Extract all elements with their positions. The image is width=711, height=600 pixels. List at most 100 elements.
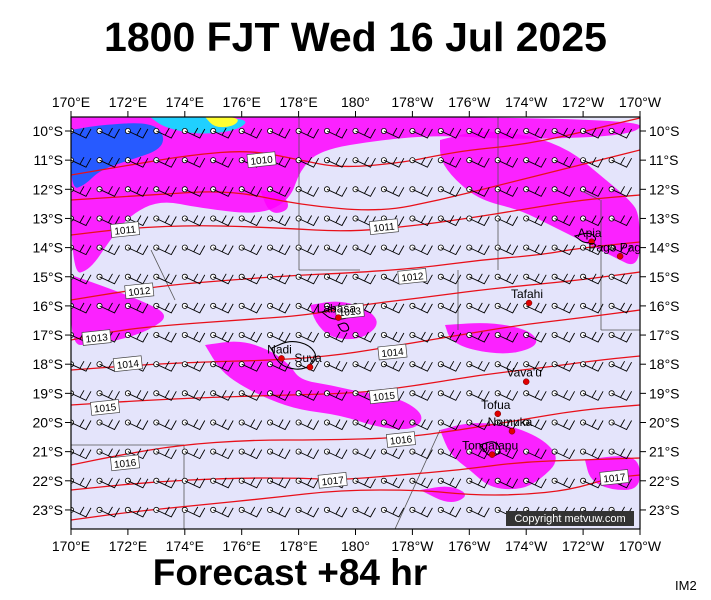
wind-barb-84 bbox=[153, 244, 177, 256]
svg-text:1016: 1016 bbox=[114, 458, 138, 471]
wind-barb-34 bbox=[437, 156, 462, 168]
wind-barb-170 bbox=[324, 360, 348, 372]
wind-barb-116 bbox=[494, 273, 519, 285]
wind-barb-32 bbox=[380, 156, 405, 168]
wind-barb-77 bbox=[523, 215, 547, 227]
wind-barb-15 bbox=[466, 127, 490, 139]
lon-label-bottom-5: 180° bbox=[341, 538, 370, 554]
svg-text:Tofua: Tofua bbox=[481, 398, 511, 412]
wind-barb-269 bbox=[295, 506, 319, 518]
svg-text:Nomuka: Nomuka bbox=[488, 415, 533, 429]
lat-label-left-2: 12°S bbox=[32, 181, 63, 197]
lon-label-top-3: 176°E bbox=[223, 94, 261, 110]
wind-barb-214 bbox=[437, 419, 462, 431]
wind-barb-29 bbox=[295, 156, 319, 168]
lon-label-top-9: 172°W bbox=[562, 94, 605, 110]
wind-barb-37 bbox=[523, 156, 547, 168]
wind-barb-40 bbox=[608, 156, 632, 168]
wind-barb-10 bbox=[324, 127, 348, 139]
lat-label-left-10: 20°S bbox=[32, 415, 63, 431]
wind-barb-14 bbox=[437, 127, 462, 139]
wind-barb-68 bbox=[267, 215, 291, 227]
wind-barb-18 bbox=[551, 127, 575, 139]
wind-barb-19 bbox=[580, 127, 604, 139]
wind-barb-155 bbox=[466, 331, 490, 343]
wind-barb-145 bbox=[181, 331, 206, 343]
wind-barb-149 bbox=[295, 331, 319, 343]
place-marker-nadi: Nadi bbox=[267, 342, 292, 362]
lat-label-right-6: 16°S bbox=[649, 298, 680, 314]
wind-barb-96 bbox=[494, 244, 519, 256]
wind-barb-123 bbox=[124, 302, 149, 314]
wind-barb-206 bbox=[210, 419, 234, 431]
wind-barb-270 bbox=[324, 506, 348, 518]
island-4 bbox=[479, 441, 501, 457]
wind-barb-125 bbox=[181, 302, 206, 314]
isobar-line-6 bbox=[71, 309, 640, 371]
wind-barb-241 bbox=[71, 477, 92, 489]
wind-barb-234 bbox=[437, 448, 462, 460]
wind-barb-194 bbox=[437, 390, 462, 401]
lat-label-right-11: 21°S bbox=[649, 444, 680, 460]
wind-barb-246 bbox=[210, 477, 234, 489]
lon-label-bottom-4: 178°E bbox=[279, 538, 317, 554]
svg-text:Nadi: Nadi bbox=[267, 342, 292, 356]
wind-barb-160 bbox=[608, 331, 632, 343]
page-title: 1800 FJT Wed 16 Jul 2025 bbox=[104, 14, 607, 60]
wind-barb-224 bbox=[153, 448, 177, 460]
wind-barb-227 bbox=[238, 448, 263, 460]
wind-barb-61 bbox=[71, 215, 92, 227]
map-plot-area: 1010 1011 1011 1012 1012 1013 1013 1014 1014 1015… bbox=[71, 117, 648, 529]
wind-barb-122 bbox=[96, 302, 120, 314]
lat-label-right-8: 18°S bbox=[649, 356, 680, 372]
wind-barb-99 bbox=[580, 244, 604, 256]
island-3 bbox=[573, 232, 597, 244]
wind-barb-158 bbox=[551, 331, 575, 343]
wind-barb-226 bbox=[210, 448, 234, 460]
wind-barb-172 bbox=[380, 360, 405, 372]
wind-barb-124 bbox=[153, 302, 177, 314]
isobar-label-11: 1015 bbox=[368, 387, 399, 405]
wind-barb-134 bbox=[437, 302, 462, 314]
wind-barb-11 bbox=[352, 127, 376, 139]
wind-barb-168 bbox=[267, 360, 291, 372]
svg-text:1017: 1017 bbox=[321, 475, 345, 488]
isobar-label-8: 1014 bbox=[112, 355, 143, 373]
wind-barb-272 bbox=[380, 506, 405, 518]
isobar-label-7: 1013 bbox=[334, 302, 365, 320]
wind-barb-156 bbox=[494, 331, 519, 343]
wind-barb-181 bbox=[71, 390, 92, 401]
wind-barb-102 bbox=[96, 273, 120, 285]
wind-barb-82 bbox=[96, 244, 120, 256]
svg-text:Pago Pago: Pago Pago bbox=[588, 240, 648, 254]
wind-barb-21 bbox=[71, 156, 92, 168]
rain-area-1 bbox=[71, 117, 640, 273]
forecast-label: Forecast +84 hr bbox=[152, 552, 428, 593]
wind-barb-150 bbox=[324, 331, 348, 343]
wind-barb-67 bbox=[238, 215, 263, 227]
wind-barb-140 bbox=[608, 302, 632, 314]
wind-barb-127 bbox=[238, 302, 263, 314]
svg-text:1013: 1013 bbox=[338, 306, 362, 319]
wind-barb-154 bbox=[437, 331, 462, 343]
lat-label-left-1: 11°S bbox=[34, 152, 63, 168]
lon-label-bottom-8: 174°W bbox=[505, 538, 548, 554]
lon-label-bottom-7: 176°W bbox=[448, 538, 491, 554]
isobar-label-2: 1011 bbox=[110, 221, 141, 238]
lat-label-right-3: 13°S bbox=[649, 210, 680, 226]
wind-barb-178 bbox=[551, 360, 575, 372]
lon-label-bottom-1: 172°E bbox=[109, 538, 147, 554]
wind-barb-177 bbox=[523, 360, 547, 372]
wind-barb-33 bbox=[409, 156, 433, 168]
wind-barb-198 bbox=[551, 390, 575, 401]
wind-barb-225 bbox=[181, 448, 206, 460]
lon-label-top-0: 170°E bbox=[52, 94, 90, 110]
wind-barb-247 bbox=[238, 477, 263, 489]
lon-label-top-10: 170°W bbox=[619, 94, 662, 110]
wind-barb-133 bbox=[409, 302, 433, 314]
lon-label-bottom-10: 170°W bbox=[619, 538, 662, 554]
wind-barb-26 bbox=[210, 156, 234, 168]
wind-barb-184 bbox=[153, 390, 177, 401]
wind-barb-66 bbox=[210, 215, 234, 227]
wind-barb-263 bbox=[124, 506, 149, 518]
